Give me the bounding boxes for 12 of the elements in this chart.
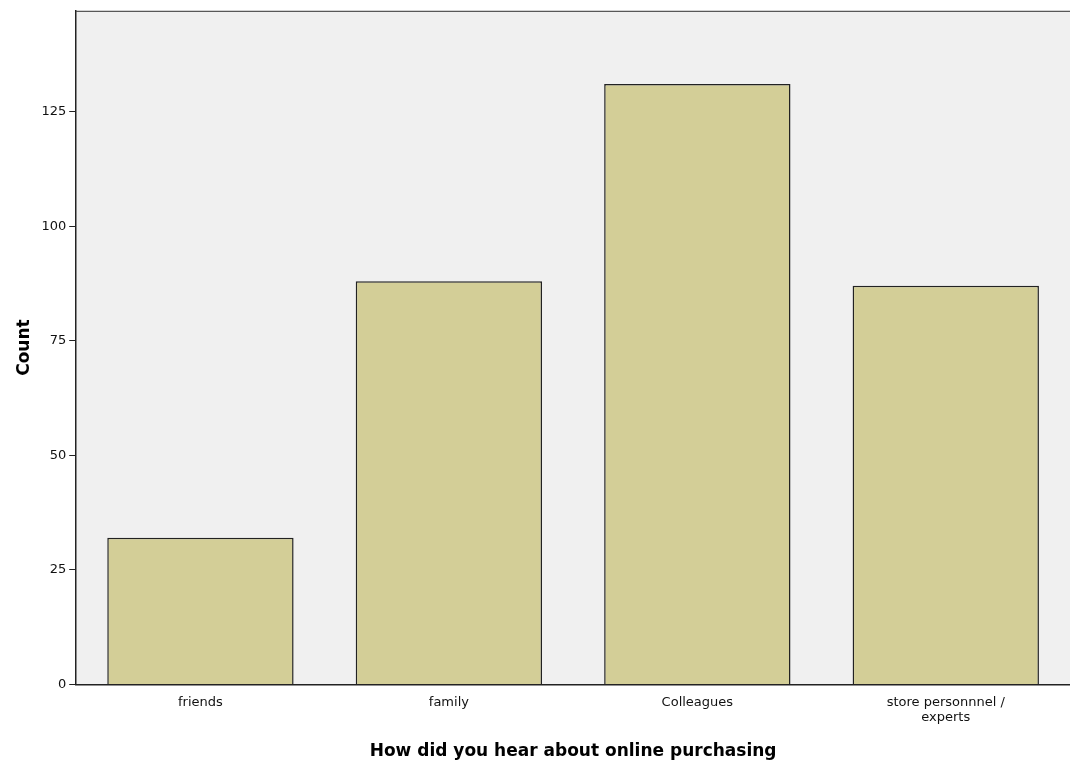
x-tick-label: family — [428, 693, 470, 709]
y-tick-label: 100 — [41, 217, 67, 233]
y-tick-label: 125 — [41, 102, 67, 118]
x-tick-label: friends — [178, 693, 224, 709]
y-tick-label: 75 — [49, 332, 67, 348]
y-tick-label: 50 — [49, 446, 67, 462]
x-tick-label: Colleagues — [661, 693, 734, 709]
y-tick-label: 0 — [57, 675, 67, 691]
x-tick-label: store personnnel / experts — [886, 693, 1006, 725]
y-axis-title: Count — [12, 319, 33, 376]
y-tick-label: 25 — [49, 561, 67, 577]
x-axis-title: How did you hear about online purchasing — [369, 740, 777, 761]
